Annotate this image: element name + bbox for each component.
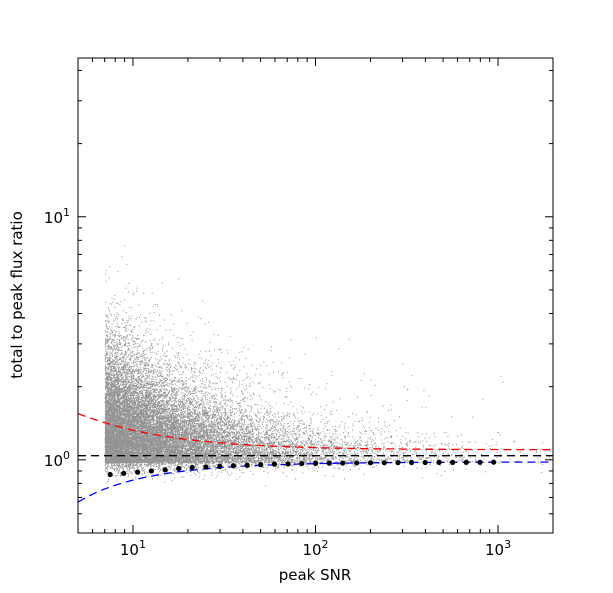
median-point [463, 459, 469, 465]
y-tick-label: 101 [44, 206, 70, 227]
median-point [326, 460, 332, 466]
median-point [271, 461, 278, 467]
y-tick-label: 100 [44, 449, 70, 470]
plot-area [78, 245, 553, 503]
median-point [285, 461, 291, 467]
median-point [134, 469, 141, 475]
scatter-cloud [104, 245, 553, 487]
scatter-points [104, 245, 553, 487]
x-tick-label: 103 [485, 538, 511, 559]
upper-envelope-line [78, 412, 553, 451]
x-tick-label: 101 [120, 538, 146, 559]
x-tick-labels: 101 102 103 [120, 538, 511, 559]
median-point [381, 460, 387, 466]
median-point [162, 467, 168, 473]
axis-ticks [77, 58, 554, 534]
median-point [121, 470, 127, 476]
median-point [176, 466, 182, 472]
x-tick-label: 102 [302, 538, 328, 559]
median-point [230, 463, 236, 469]
median-point [299, 460, 305, 467]
median-point [491, 459, 497, 465]
median-point [217, 463, 223, 469]
median-point [367, 460, 374, 466]
median-point [258, 462, 264, 468]
median-point [107, 471, 113, 478]
median-point [477, 459, 483, 465]
envelope-lines [78, 412, 553, 503]
median-point [450, 459, 456, 465]
median-point [148, 468, 154, 474]
x-axis-label: peak SNR [279, 566, 352, 584]
binned-median-points [107, 459, 497, 478]
median-point [340, 460, 346, 466]
median-point [354, 460, 360, 466]
median-point [436, 459, 442, 465]
median-point [203, 464, 209, 470]
median-point [422, 459, 428, 466]
median-point [312, 460, 319, 466]
y-tick-labels: 100 101 [44, 206, 70, 470]
median-point [395, 460, 401, 466]
lower-envelope-line [78, 461, 553, 503]
median-point [408, 459, 415, 466]
y-axis-label: total to peak flux ratio [8, 211, 26, 378]
median-point [244, 462, 250, 468]
median-point [189, 464, 195, 471]
